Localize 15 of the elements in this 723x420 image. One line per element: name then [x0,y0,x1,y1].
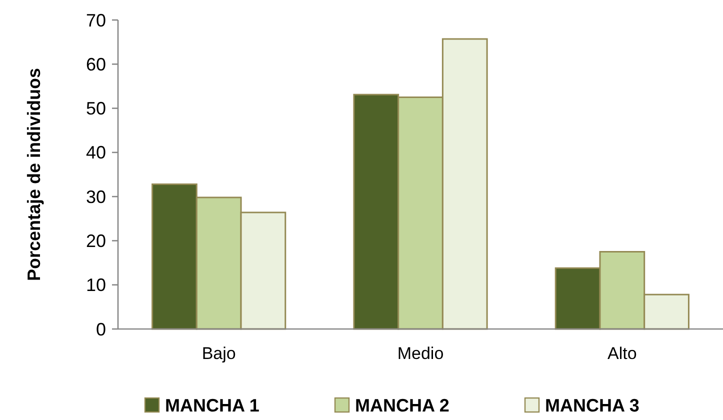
y-tick-label: 50 [86,98,106,119]
y-tick-label: 70 [86,10,106,30]
legend-label: MANCHA 1 [165,395,260,416]
x-tick-label: Medio [397,344,444,363]
y-tick-label: 30 [86,186,106,207]
legend-label: MANCHA 3 [545,395,640,416]
y-tick-label: 40 [86,142,106,163]
y-axis-title: Porcentaje de individuos [24,68,44,282]
y-tick-label: 10 [86,275,106,296]
y-tick-label: 60 [86,54,106,74]
x-tick-label: Alto [608,344,637,363]
legend-label: MANCHA 2 [355,395,450,416]
y-tick-label: 0 [96,319,106,340]
x-tick-label: Bajo [202,344,236,363]
y-tick-label: 20 [86,231,106,252]
